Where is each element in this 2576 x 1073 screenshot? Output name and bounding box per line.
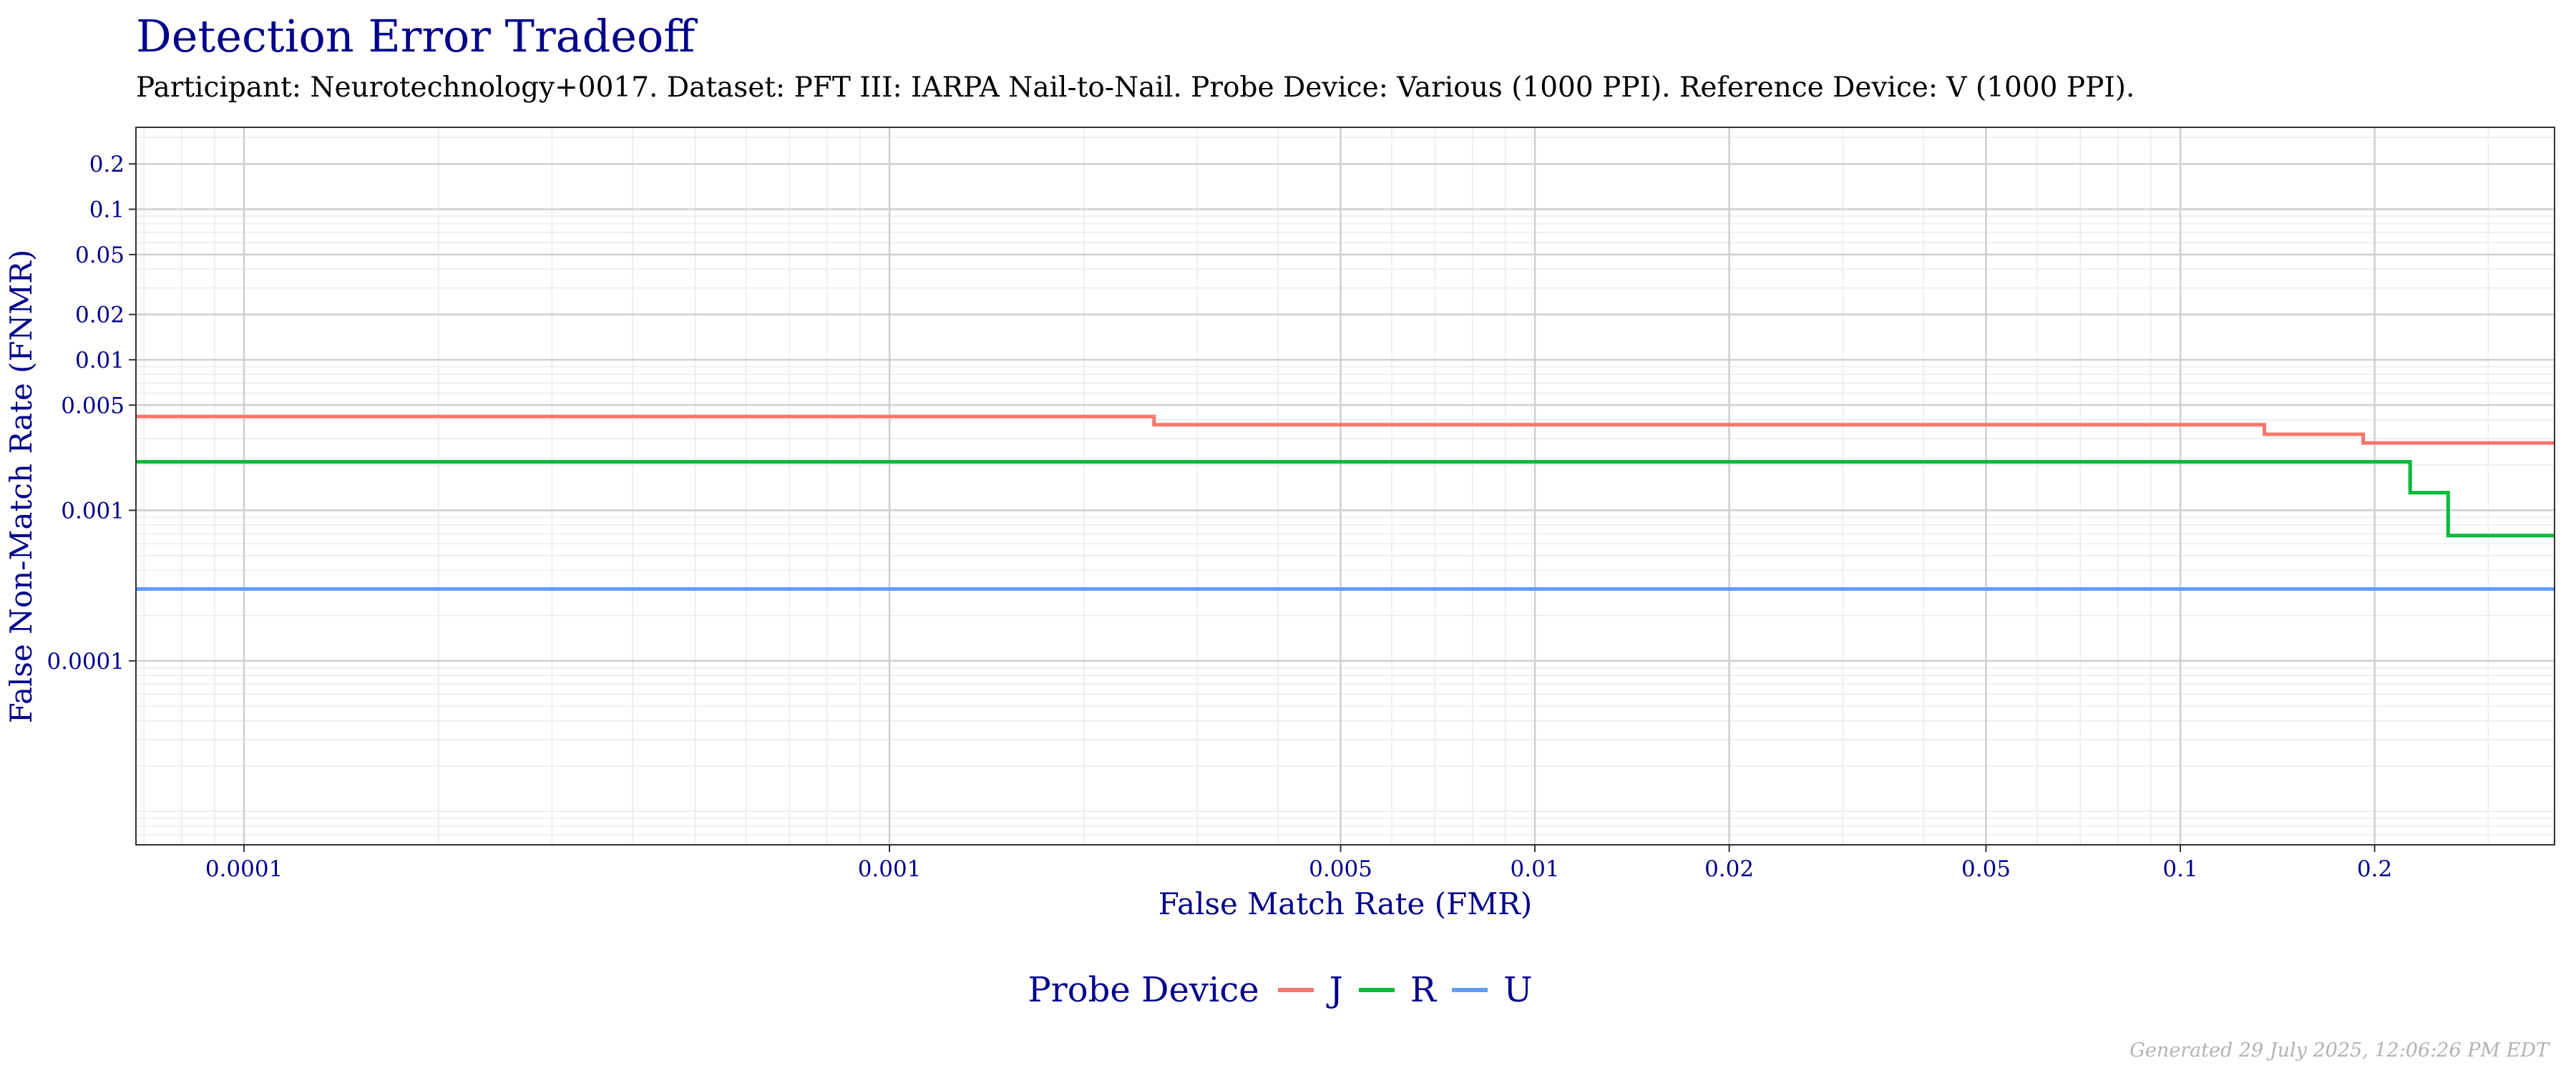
legend-label-r: R — [1410, 970, 1437, 1010]
x-tick-label: 0.2 — [2357, 856, 2392, 882]
x-axis-title: False Match Rate (FMR) — [1158, 886, 1533, 921]
x-tick-label: 0.05 — [1961, 856, 2011, 882]
series-layer — [136, 414, 2555, 591]
plot-border — [135, 127, 2555, 846]
legend-label-u: U — [1503, 970, 1533, 1010]
y-tick-label: 0.02 — [75, 303, 125, 328]
series-line-r — [136, 460, 2555, 538]
legend-item-j: J — [1277, 970, 1343, 1010]
legend-title: Probe Device — [1028, 970, 1259, 1010]
chart-title: Detection Error Tradeoff — [136, 10, 696, 62]
legend-item-r: R — [1358, 970, 1437, 1010]
chart-subtitle: Participant: Neurotechnology+0017. Datas… — [136, 72, 2135, 104]
legend-key-r — [1358, 988, 1395, 992]
x-tick-label: 0.0001 — [205, 856, 283, 882]
legend-label-j: J — [1329, 970, 1343, 1010]
grid-major — [136, 127, 2555, 845]
y-tick-label: 0.01 — [75, 348, 125, 373]
y-tick-label: 0.0001 — [47, 649, 125, 675]
legend: Probe Device J R U — [0, 970, 2576, 1010]
plot-panel — [136, 127, 2555, 845]
y-tick-label: 0.2 — [89, 152, 125, 177]
ticks-layer: 0.0001 0.001 0.005 0.01 0.02 0.05 0.1 0.2 0.0001… — [47, 152, 2393, 882]
legend-key-j — [1277, 988, 1314, 992]
legend-item-u: U — [1452, 970, 1533, 1010]
y-tick-label: 0.005 — [61, 393, 125, 418]
y-tick-label: 0.05 — [75, 242, 125, 268]
x-tick-label: 0.001 — [858, 856, 922, 882]
series-line-j — [136, 414, 2555, 445]
x-tick-label: 0.1 — [2162, 856, 2197, 882]
generated-timestamp: Generated 29 July 2025, 12:06:26 PM EDT — [2129, 1039, 2549, 1062]
x-tick-label: 0.005 — [1309, 856, 1372, 882]
y-tick-label: 0.1 — [89, 197, 125, 223]
x-tick-label: 0.02 — [1704, 856, 1754, 882]
x-tick-label: 0.01 — [1511, 856, 1560, 882]
y-tick-label: 0.001 — [61, 498, 125, 524]
legend-key-u — [1452, 988, 1488, 992]
y-axis-title: False Non-Match Rate (FNMR) — [4, 250, 39, 724]
